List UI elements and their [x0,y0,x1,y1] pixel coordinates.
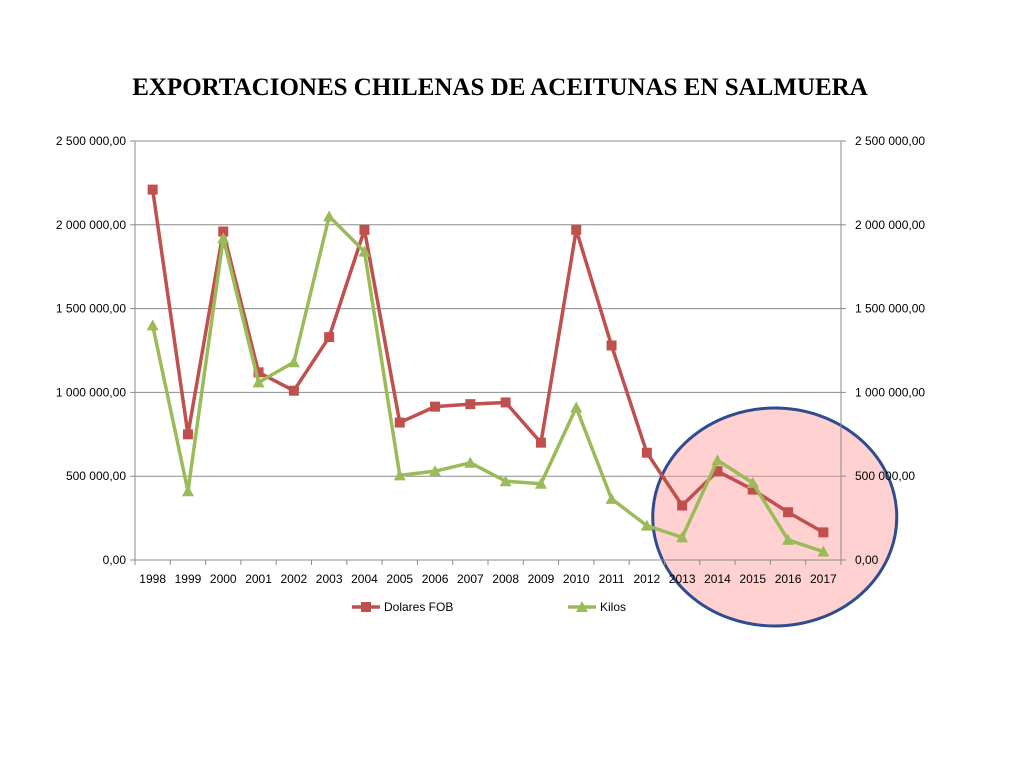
data-point-triangle [146,319,159,331]
data-point-triangle [817,545,830,557]
y-tick-label: 2 000 000,00 [56,218,126,232]
x-tick-label: 2013 [669,572,696,586]
x-tick-label: 2016 [775,572,802,586]
x-tick-label: 2002 [280,572,307,586]
data-point-triangle [676,531,689,543]
data-point-square [394,417,405,428]
data-point-triangle [640,519,653,531]
data-point-triangle [570,401,583,413]
data-point-square [783,507,794,518]
y2-tick-label: 1 500 000,00 [855,302,925,316]
x-tick-label: 2012 [633,572,660,586]
x-tick-label: 2005 [386,572,413,586]
x-tick-label: 2003 [316,572,343,586]
data-point-triangle [287,356,300,368]
data-point-square [465,399,476,410]
data-point-triangle [429,465,442,477]
data-point-square [818,527,829,538]
x-tick-label: 2000 [210,572,237,586]
data-point-square [218,226,229,237]
data-point-triangle [534,477,547,489]
legend-marker-square [361,602,371,612]
data-point-triangle [393,469,406,481]
series-layer [146,184,830,557]
axes [130,140,846,565]
x-tick-label: 2009 [528,572,555,586]
data-point-square [182,429,193,440]
x-tick-label: 2001 [245,572,272,586]
series-line [150,214,824,554]
x-tick-label: 2006 [422,572,449,586]
x-tick-label: 1999 [175,572,202,586]
x-tick-label: 2004 [351,572,378,586]
chart-title: EXPORTACIONES CHILENAS DE ACEITUNAS EN S… [132,74,868,101]
legend-label: Kilos [600,600,626,614]
y-tick-label: 1 500 000,00 [56,302,126,316]
data-point-square [677,500,688,511]
data-point-square [253,367,264,378]
data-point-square [747,484,758,495]
data-point-square [606,340,617,351]
data-point-triangle [711,454,724,466]
y-tick-label: 0,00 [103,553,127,567]
x-tick-label: 2015 [739,572,766,586]
tick-labels: 0,00 0,00 500 000,00 500 000,00 1 000 000,00… [56,134,925,586]
x-tick-label: 2007 [457,572,484,586]
series-kilos [146,210,830,557]
data-point-square [359,224,370,235]
x-tick-label: 2014 [704,572,731,586]
legend-marker-triangle [576,601,588,612]
x-tick-label: 2010 [563,572,590,586]
data-point-triangle [746,476,759,488]
x-tick-label: 1998 [139,572,166,586]
data-point-triangle [464,456,477,468]
data-point-square [712,466,723,477]
x-tick-label: 2008 [492,572,519,586]
legend: Dolares FOB Kilos [352,600,626,614]
data-point-square [641,447,652,458]
y-tick-label: 1 000 000,00 [56,385,126,399]
data-point-square [500,397,511,408]
y2-tick-label: 1 000 000,00 [855,385,925,399]
x-tick-label: 2017 [810,572,837,586]
data-point-triangle [605,492,618,504]
data-point-square [288,385,299,396]
data-point-square [147,184,158,195]
data-point-triangle [252,376,265,388]
y2-tick-label: 500 000,00 [855,469,915,483]
y2-tick-label: 2 000 000,00 [855,218,925,232]
x-tick-label: 2011 [599,572,625,586]
y2-tick-label: 2 500 000,00 [855,134,925,148]
data-point-square [535,437,546,448]
data-point-triangle [217,232,230,244]
y-tick-label: 2 500 000,00 [56,134,126,148]
data-point-triangle [782,533,795,545]
data-point-triangle [358,245,371,257]
data-point-triangle [499,475,512,487]
data-point-square [430,401,441,412]
y-tick-label: 500 000,00 [66,469,126,483]
y2-tick-label: 0,00 [855,553,879,567]
data-point-square [324,332,335,343]
data-point-triangle [181,485,194,497]
legend-label: Dolares FOB [384,600,453,614]
data-point-square [571,224,582,235]
data-point-triangle [323,210,336,222]
